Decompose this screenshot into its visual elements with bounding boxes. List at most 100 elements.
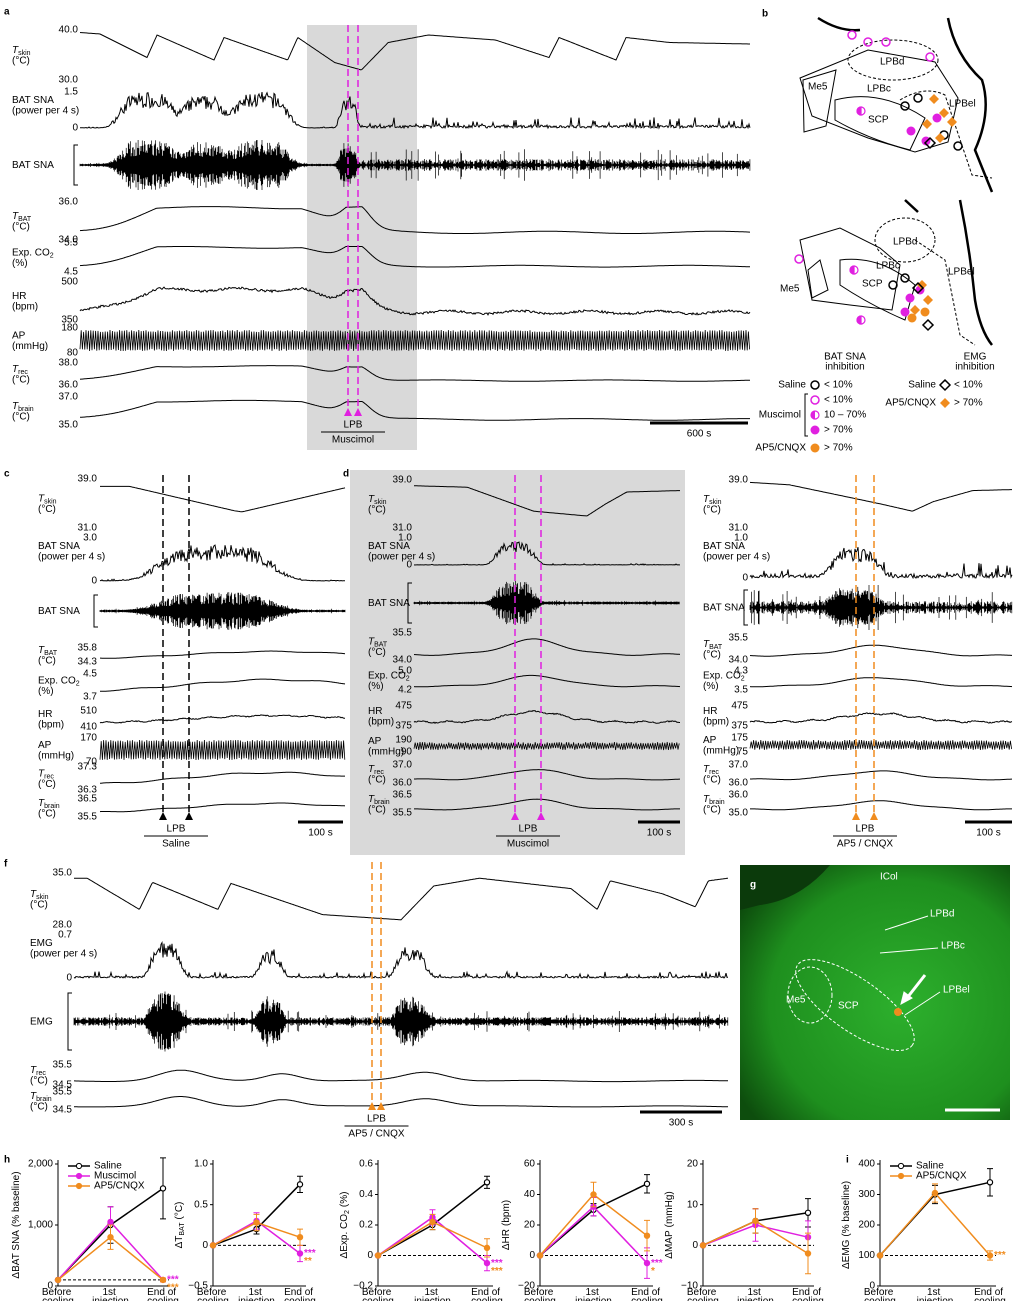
label-sub: 2 bbox=[406, 675, 410, 682]
row-label: Trec bbox=[703, 764, 719, 776]
panel-letter: i bbox=[846, 1155, 849, 1166]
row-label: TBAT bbox=[703, 639, 723, 651]
trace bbox=[413, 674, 681, 688]
region-label: Me5 bbox=[808, 82, 828, 93]
tick-label: 510 bbox=[80, 706, 97, 717]
trace bbox=[413, 581, 680, 625]
label-sub: 2 bbox=[50, 252, 54, 259]
legend-marker bbox=[75, 1172, 83, 1180]
injection-arrow bbox=[354, 408, 362, 416]
tick-label: 35.0 bbox=[729, 808, 749, 819]
data-point bbox=[643, 1232, 651, 1239]
tick-label: 175 bbox=[731, 733, 748, 744]
tick-label: 30.0 bbox=[59, 75, 79, 86]
tick-label: 4.3 bbox=[734, 666, 748, 677]
panel-letter: h bbox=[4, 1155, 10, 1166]
region-label: LPBc bbox=[941, 941, 965, 952]
label-main: HR bbox=[12, 291, 26, 302]
tick-label: 36.0 bbox=[729, 790, 749, 801]
injection-arrow bbox=[377, 1102, 385, 1110]
tick-label: 1.0 bbox=[734, 533, 748, 544]
x-tick-label-line: injection bbox=[92, 1296, 129, 1301]
significance: * bbox=[651, 1266, 655, 1277]
row-label: ΔTBAT (°C) bbox=[174, 1202, 186, 1249]
label-sub: 2 bbox=[344, 1210, 351, 1214]
legend-label: AP5/CNQX bbox=[916, 1171, 967, 1182]
label-main: ΔHR bbox=[501, 1229, 512, 1250]
tick-label: 35.5 bbox=[78, 812, 98, 823]
trace bbox=[99, 771, 345, 784]
x-tick-label-line: 1st bbox=[248, 1287, 264, 1298]
x-tick-label: Before cooling bbox=[197, 1287, 229, 1301]
treatment-shade bbox=[350, 470, 685, 855]
label-main: T bbox=[38, 798, 45, 809]
y-tick-label: 1,000 bbox=[28, 1220, 53, 1231]
label-main: T bbox=[703, 494, 710, 505]
x-tick-label: 1st injection bbox=[917, 1287, 954, 1301]
y-tick-label: 300 bbox=[858, 1189, 875, 1200]
tick-label: 34.3 bbox=[78, 657, 98, 668]
label-sub: rec bbox=[18, 369, 28, 376]
x-tick-label-line: cooling bbox=[792, 1296, 824, 1301]
x-tick-label-line: End of bbox=[471, 1287, 503, 1298]
row-label-unit: (°C) bbox=[30, 1076, 48, 1087]
y-tick-label: 100 bbox=[858, 1250, 875, 1261]
injection-arrow bbox=[344, 408, 352, 416]
x-tick-label: 1st injection bbox=[238, 1287, 275, 1301]
label-main: Exp. CO bbox=[38, 675, 76, 686]
row-label-unit: (°C) bbox=[12, 56, 30, 67]
region-label: LPBel bbox=[949, 99, 976, 110]
data-point bbox=[159, 1185, 167, 1192]
x-tick-label: 1st injection bbox=[737, 1287, 774, 1301]
label-main: AP bbox=[368, 736, 382, 747]
trace bbox=[99, 544, 346, 582]
row-label: HR bbox=[368, 706, 382, 717]
y-tick-label: 20 bbox=[524, 1220, 536, 1231]
trace bbox=[414, 798, 680, 811]
data-point bbox=[931, 1189, 939, 1197]
y-tick-label: 0.5 bbox=[194, 1199, 208, 1210]
label-main: T bbox=[12, 364, 19, 375]
tick-label: 36.5 bbox=[393, 790, 413, 801]
y-tick-label: 10 bbox=[687, 1199, 699, 1210]
tick-label: 35.0 bbox=[53, 868, 73, 879]
trace bbox=[749, 481, 1012, 512]
tick-label: 28.0 bbox=[53, 920, 73, 931]
x-tick-label-line: injection bbox=[917, 1296, 954, 1301]
y-tick-label: 0.2 bbox=[359, 1220, 373, 1231]
region-label: < 10% bbox=[954, 380, 983, 391]
y-tick-label: 60 bbox=[524, 1159, 536, 1170]
region-label: LPBc bbox=[876, 261, 900, 272]
x-tick-label-line: cooling bbox=[471, 1296, 503, 1301]
tick-label: 70 bbox=[86, 757, 98, 768]
data-point bbox=[643, 1180, 651, 1188]
panel-letter: a bbox=[4, 7, 10, 18]
row-label: HR bbox=[703, 706, 717, 717]
trace bbox=[74, 1096, 729, 1108]
tick-label: 34.0 bbox=[393, 655, 413, 666]
label-sub: brain bbox=[709, 799, 725, 806]
row-label-unit: (°C) bbox=[38, 779, 56, 790]
legend-marker bbox=[897, 1172, 905, 1180]
x-tick-label: End of cooling bbox=[974, 1287, 1006, 1301]
row-label: Tskin bbox=[12, 45, 31, 57]
x-tick-label-line: 1st bbox=[102, 1287, 118, 1298]
x-tick-label-line: 1st bbox=[424, 1287, 440, 1298]
tick-label: 3.5 bbox=[734, 685, 748, 696]
legend-marker bbox=[897, 1162, 905, 1170]
label-main: HR bbox=[38, 709, 52, 720]
row-label: TBAT bbox=[12, 211, 32, 223]
label-main: AP bbox=[38, 740, 52, 751]
injection-arrow bbox=[368, 1102, 376, 1110]
label-unit: (% baseline) bbox=[11, 1171, 22, 1227]
y-tick-label: 0 bbox=[869, 1281, 875, 1292]
significance: *** bbox=[167, 1275, 179, 1286]
row-label: AP bbox=[12, 330, 26, 341]
data-point bbox=[483, 1259, 491, 1267]
label-main: BAT SNA bbox=[38, 541, 80, 552]
y-tick-label: 0.6 bbox=[359, 1159, 373, 1170]
label-sub: brain bbox=[44, 803, 60, 810]
tick-label: 0 bbox=[72, 123, 78, 134]
label-main: T bbox=[368, 494, 375, 505]
row-label-unit: (power per 4 s) bbox=[703, 552, 770, 563]
